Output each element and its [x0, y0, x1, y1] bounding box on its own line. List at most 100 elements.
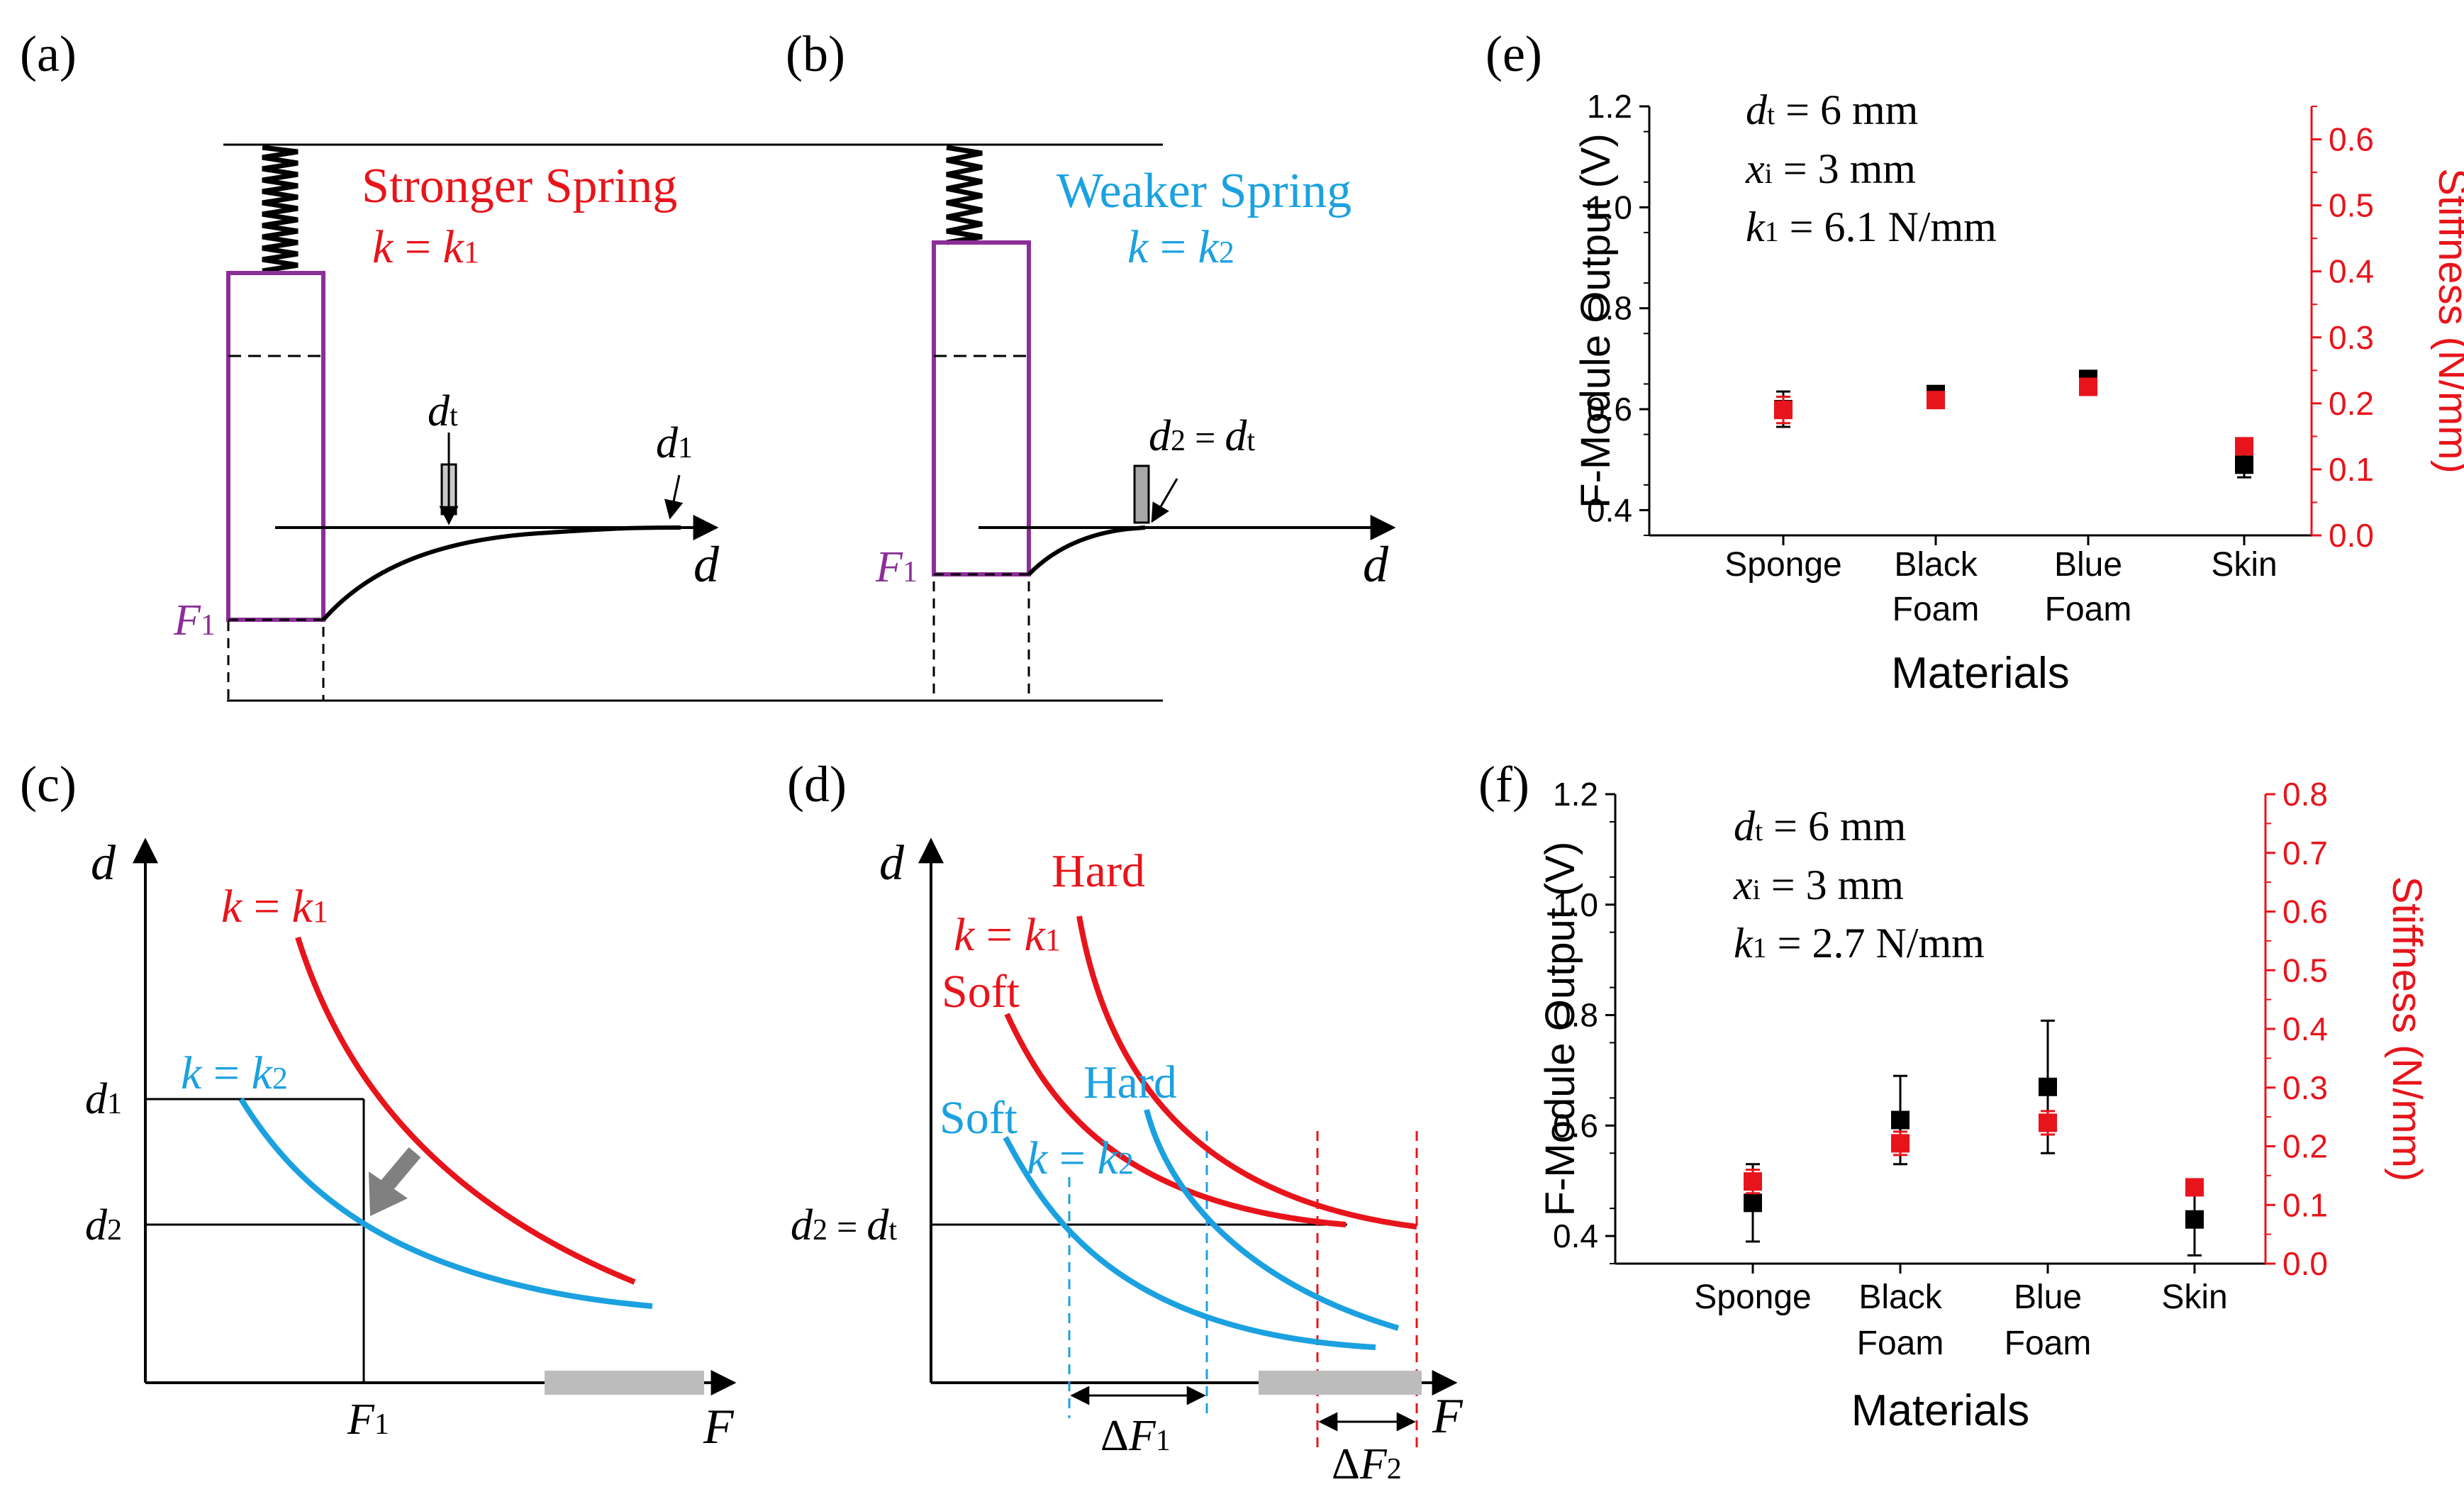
annotation-line: dt = 6 mm — [1734, 803, 1906, 850]
x-axis-label: Materials — [1851, 1386, 2030, 1435]
panel-c: (c) d F k = k1 k = k2 d1 d2 F1 — [20, 756, 737, 1454]
d2-dt-label: d2 = dt — [1149, 412, 1255, 460]
curve-hard-k2 — [1144, 1108, 1400, 1331]
df1-label: ΔF1 — [1100, 1412, 1171, 1460]
right-tick-label: 0.5 — [2282, 952, 2328, 988]
annotation-line: dt = 6 mm — [1746, 87, 1918, 133]
curve-soft-k1 — [1004, 1013, 1347, 1227]
stiffness-point — [1744, 1172, 1762, 1191]
annotation-line: k1 = 6.1 N/mm — [1746, 204, 1997, 250]
right-tick-label: 0.5 — [2329, 187, 2374, 224]
right-tick-label: 0.4 — [2329, 253, 2374, 290]
right-tick-label: 0.0 — [2282, 1245, 2328, 1282]
d2-arrow — [1151, 478, 1178, 523]
left-tick-label: 1.0 — [1587, 189, 1632, 225]
category-label: Skin — [2161, 1279, 2227, 1316]
left-tick-label: 0.8 — [1587, 290, 1632, 327]
x-axis-label: Materials — [1891, 649, 2070, 698]
panel-d-letter: (d) — [787, 756, 847, 813]
stiffness-point — [2039, 1113, 2057, 1132]
f1-label: F1 — [173, 596, 216, 645]
category-label: Blue — [2014, 1279, 2082, 1316]
annotation-line: xi = 3 mm — [1745, 145, 1916, 192]
hard-red-label: Hard — [1052, 845, 1145, 897]
soft-red-label: Soft — [942, 966, 1020, 1018]
box-dashed-extension — [932, 573, 1030, 702]
category-label: Foam — [2005, 1325, 2092, 1362]
right-tick-label: 0.3 — [2282, 1069, 2328, 1106]
soft-blue-label: Soft — [940, 1092, 1018, 1144]
panel-b-title: Weaker Spring — [1057, 164, 1351, 218]
dt-marker — [1133, 464, 1150, 524]
right-tick-label: 0.8 — [2282, 776, 2328, 813]
category-label: Sponge — [1694, 1279, 1812, 1316]
d-axis-x-label: F — [1432, 1389, 1464, 1444]
stiffness-point — [1927, 391, 1945, 410]
stiffness-point — [2235, 437, 2253, 456]
right-tick-label: 0.2 — [2329, 385, 2374, 422]
curve-soft-k2 — [1003, 1136, 1376, 1350]
stiffness-point — [1891, 1134, 1910, 1153]
left-tick-label: 0.8 — [1553, 997, 1598, 1034]
category-label: Foam — [1892, 591, 1980, 628]
hard-blue-label: Hard — [1083, 1057, 1177, 1108]
left-tick-label: 0.6 — [1587, 391, 1632, 428]
strong-spring-icon — [262, 145, 299, 274]
panel-a-k-eq: k = k1 — [372, 221, 479, 273]
category-label: Foam — [2045, 591, 2132, 628]
f1-label: F1 — [875, 543, 918, 591]
d-axis-y-label: d — [879, 836, 905, 891]
category-label: Blue — [2054, 546, 2122, 584]
shift-arrow-icon — [369, 1147, 421, 1216]
panel-b-k-eq: k = k2 — [1127, 221, 1234, 273]
curve-k1 — [295, 936, 636, 1285]
d-d2-dt-label: d2 = dt — [791, 1201, 897, 1249]
chart-f: (f) 0.4 0.6 0.8 1.0 1.2 0.0 0.1 0.2 0.3 0.4 0.5 0.6 0… — [1478, 756, 2430, 1435]
right-tick-label: 0.7 — [2282, 835, 2328, 871]
output-point — [1891, 1110, 1910, 1130]
displacement-curve — [321, 525, 681, 621]
panel-c-letter: (c) — [20, 756, 77, 813]
dt-label: dt — [428, 387, 458, 435]
panel-d: (d) d F ΔF1 ΔF2 Hard k = k1 Soft Hard So… — [787, 756, 1464, 1488]
y-axis-left-label: F-Module Output (V) — [1537, 842, 1583, 1217]
category-label: Black — [1858, 1279, 1942, 1316]
displacement-curve — [1027, 525, 1146, 576]
y-axis-right-label: Stiffness (N/mm) — [2430, 168, 2464, 474]
stiffness-point — [1774, 401, 1793, 420]
right-tick-label: 0.1 — [2282, 1186, 2328, 1223]
c-d2-label: d2 — [85, 1201, 122, 1249]
c-axis-y-label: d — [91, 836, 116, 891]
right-tick-label: 0.1 — [2329, 451, 2374, 488]
d-k2-label: k = k2 — [1027, 1132, 1134, 1184]
y-axis-left-label: F-Module Output (V) — [1573, 133, 1619, 508]
right-tick-label: 0.2 — [2282, 1128, 2328, 1165]
d1-arrow — [664, 474, 684, 520]
curve-k2 — [238, 1097, 653, 1309]
curve-hard-k1 — [1076, 915, 1417, 1230]
panel-a-letter: (a) — [20, 26, 77, 82]
panel-b: (b) d2 = dt d F1 Weaker Spring k = k2 — [786, 26, 1396, 702]
panel-b-letter: (b) — [786, 26, 845, 82]
axis-d-label: d — [693, 536, 720, 593]
panel-a: (a) dt d1 d F1 Stronger Spring k = k1 — [20, 26, 1163, 702]
d-k1-label: k = k1 — [954, 909, 1061, 961]
left-tick-label: 1.2 — [1587, 88, 1632, 125]
stiffness-point — [2185, 1178, 2204, 1197]
y-axis-right-label: Stiffness (N/mm) — [2384, 876, 2430, 1182]
c-f1-label: F1 — [347, 1396, 389, 1444]
d-force-band — [1259, 1371, 1422, 1395]
category-label: Foam — [1857, 1325, 1944, 1362]
c-k2-label: k = k2 — [181, 1047, 288, 1099]
annotation-line: xi = 3 mm — [1733, 862, 1904, 908]
right-tick-label: 0.0 — [2329, 517, 2374, 554]
annotation-line: k1 = 2.7 N/mm — [1734, 920, 1985, 967]
weak-spring-icon — [946, 145, 983, 245]
stiffness-point — [2079, 377, 2097, 396]
category-label: Black — [1894, 546, 1978, 584]
left-tick-label: 1.2 — [1553, 776, 1598, 813]
output-point — [1744, 1193, 1762, 1213]
right-tick-label: 0.6 — [2329, 121, 2374, 158]
